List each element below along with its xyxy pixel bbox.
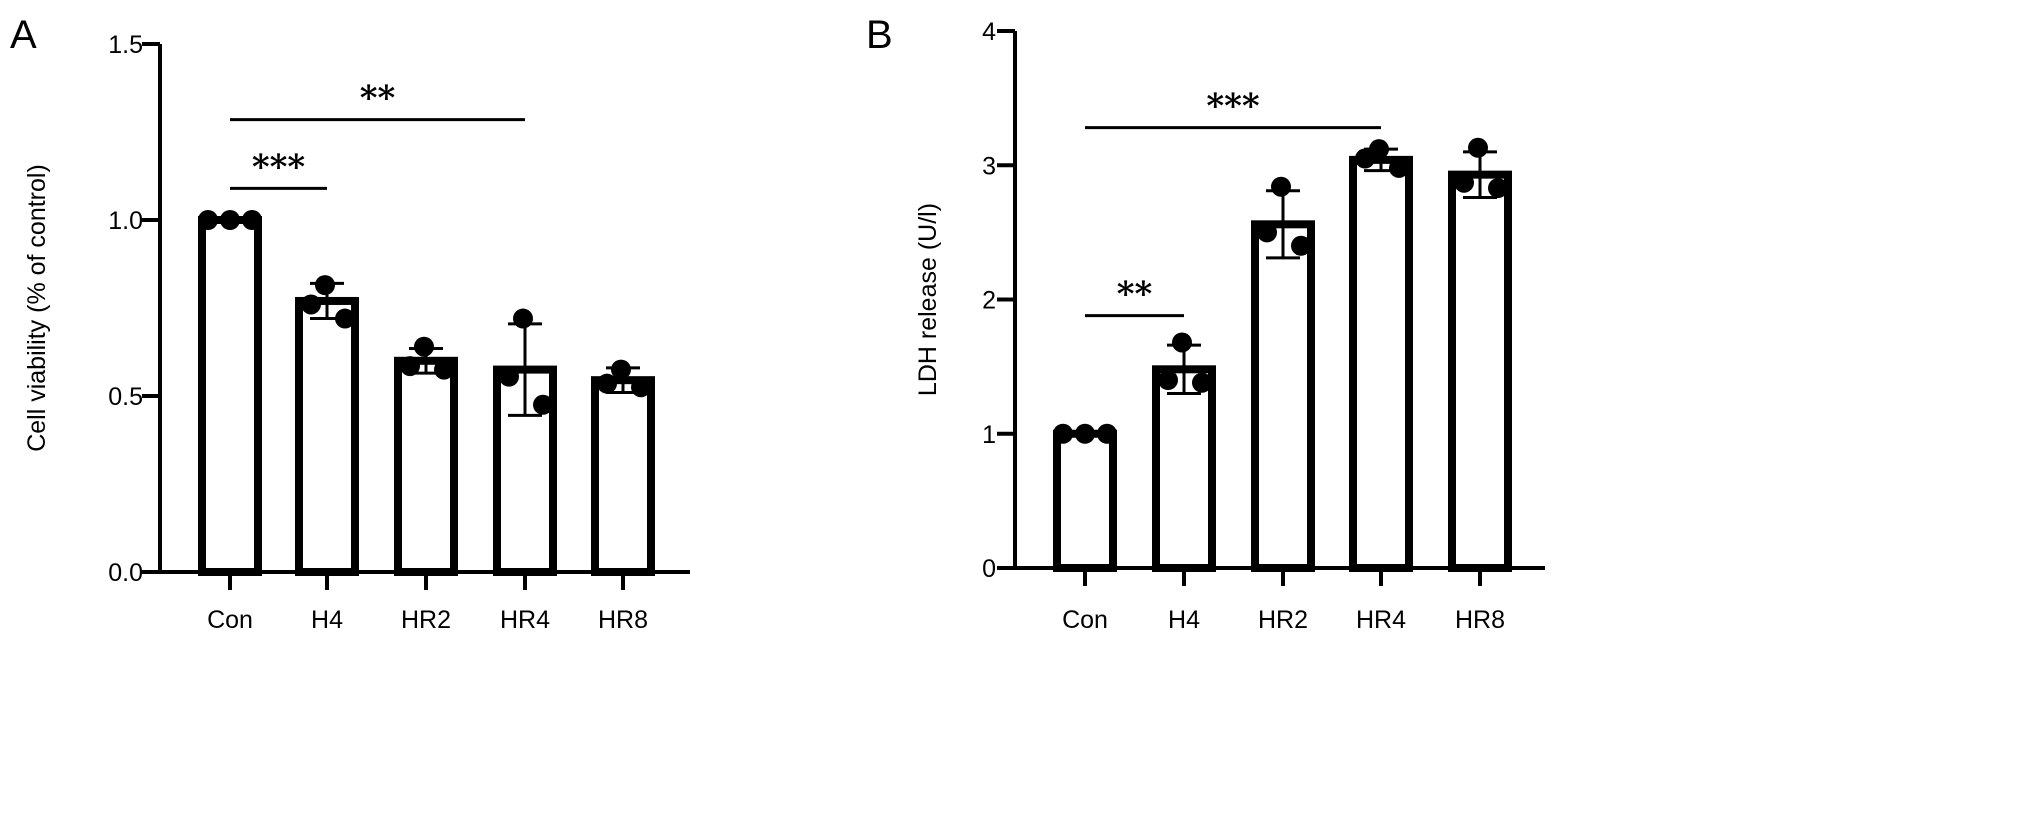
x-tick-label: Con xyxy=(1062,606,1108,634)
data-point xyxy=(1075,423,1095,444)
bar xyxy=(1251,220,1315,572)
y-axis-title: Cell viability (% of control) xyxy=(23,164,51,452)
bar xyxy=(198,216,262,576)
x-tick-label: H4 xyxy=(311,606,343,634)
bar xyxy=(1448,170,1512,573)
data-point xyxy=(1053,423,1073,444)
significance-label: *** xyxy=(1206,87,1260,127)
y-tick-label: 0.0 xyxy=(108,559,143,587)
panel-label: A xyxy=(10,13,37,57)
data-point xyxy=(315,275,335,296)
data-point xyxy=(1192,372,1212,393)
x-tick-label: HR8 xyxy=(1455,606,1505,634)
data-point xyxy=(1257,222,1277,243)
y-tick-label: 1 xyxy=(982,421,996,449)
data-point xyxy=(597,373,617,394)
data-point xyxy=(414,336,434,357)
data-point xyxy=(434,359,454,380)
data-point xyxy=(1172,332,1192,353)
bar xyxy=(1053,429,1117,572)
data-point xyxy=(1389,157,1409,178)
data-point xyxy=(1355,148,1375,169)
y-tick-label: 0.5 xyxy=(108,383,143,411)
data-point xyxy=(533,394,553,415)
y-tick-label: 3 xyxy=(982,152,996,180)
x-tick-label: HR2 xyxy=(1258,606,1308,634)
x-tick-label: HR2 xyxy=(401,606,451,634)
data-point xyxy=(400,356,420,377)
data-point xyxy=(1454,172,1474,193)
bar xyxy=(591,376,655,576)
y-tick-label: 1.0 xyxy=(108,207,143,235)
data-point xyxy=(1271,176,1291,197)
data-point xyxy=(611,359,631,380)
y-tick-label: 0 xyxy=(982,555,996,583)
x-tick-label: HR4 xyxy=(500,606,550,634)
y-tick-label: 1.5 xyxy=(108,31,143,59)
data-point xyxy=(1097,423,1117,444)
significance-label: ** xyxy=(1117,275,1153,315)
data-point xyxy=(301,294,321,315)
x-tick-label: Con xyxy=(207,606,253,634)
data-point xyxy=(1291,235,1311,256)
y-tick-label: 2 xyxy=(982,287,996,315)
data-point xyxy=(499,366,519,387)
significance-label: *** xyxy=(252,147,306,187)
chart-panel-a: A 0.0 0.5 1.0 1.5 Cell viability (% of contro… xyxy=(10,13,690,634)
bar xyxy=(1152,365,1216,572)
bar xyxy=(295,296,359,576)
significance-label: ** xyxy=(360,79,396,119)
x-tick-label: H4 xyxy=(1168,606,1200,634)
y-tick-label: 4 xyxy=(982,18,996,46)
bar xyxy=(1349,155,1413,572)
x-tick-label: HR8 xyxy=(598,606,648,634)
y-axis-title: LDH release (U/l) xyxy=(914,203,942,396)
bar xyxy=(394,356,458,576)
data-point xyxy=(513,308,533,329)
data-point xyxy=(631,377,651,398)
panel-label: B xyxy=(866,13,893,57)
data-point xyxy=(198,210,218,230)
data-point xyxy=(220,210,240,230)
data-point xyxy=(1369,139,1389,160)
data-point xyxy=(1488,178,1508,199)
data-point xyxy=(242,210,262,230)
data-point xyxy=(1468,137,1488,158)
x-tick-label: HR4 xyxy=(1356,606,1406,634)
data-point xyxy=(335,308,355,329)
data-point xyxy=(1158,370,1178,391)
